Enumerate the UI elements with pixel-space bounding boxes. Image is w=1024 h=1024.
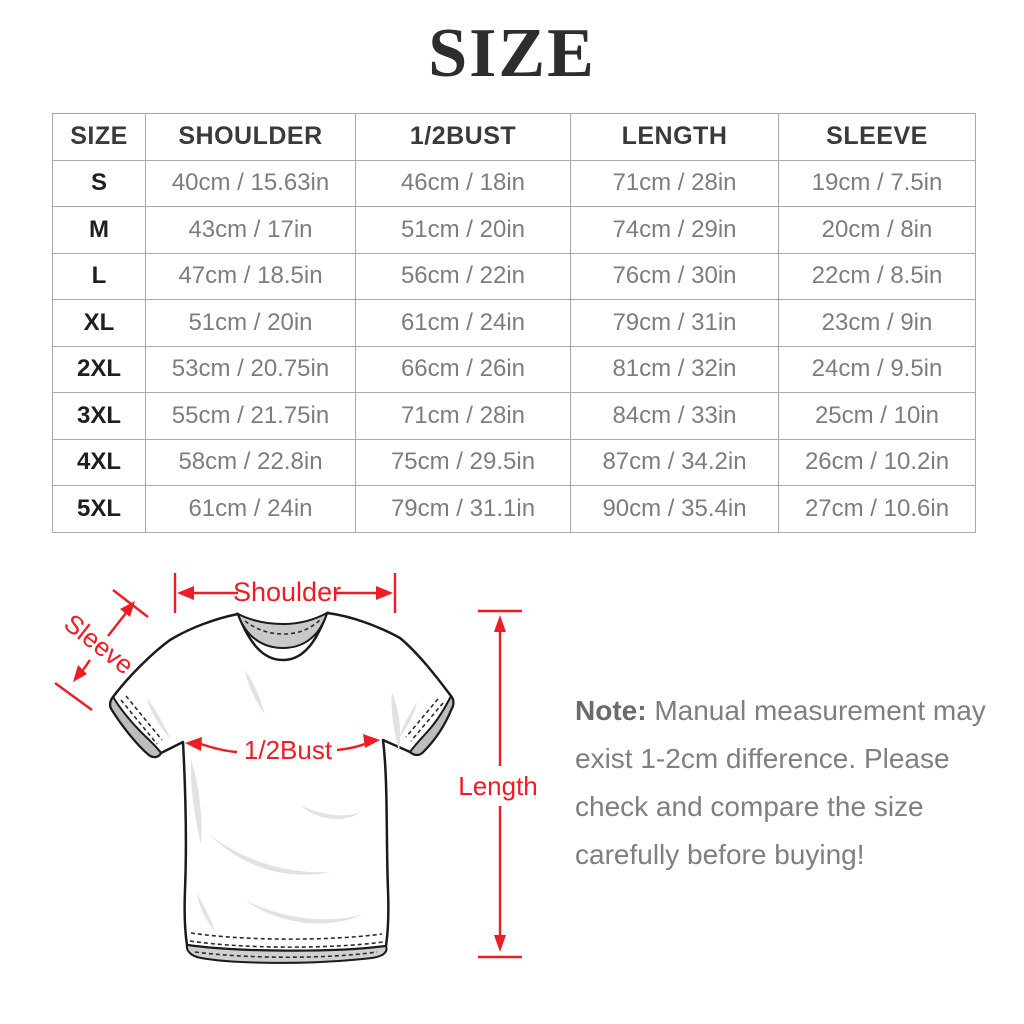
note-prefix: Note:	[575, 695, 647, 726]
note-line-1: Note: Manual measurement may	[575, 687, 995, 735]
size-cell: 5XL	[52, 485, 146, 533]
table-row: M 43cm / 17in 51cm / 20in 74cm / 29in 20…	[52, 206, 976, 254]
stitching	[120, 619, 444, 959]
note-line-1-text: Manual measurement may	[646, 695, 986, 726]
bust-cell: 66cm / 26in	[355, 345, 571, 393]
bust-cell: 61cm / 24in	[355, 299, 571, 347]
size-cell: XL	[52, 299, 146, 347]
note-line-2: exist 1-2cm difference. Please	[575, 743, 950, 774]
size-table: SIZE SHOULDER 1/2BUST LENGTH SLEEVE S 40…	[52, 113, 976, 533]
shoulder-cell: 58cm / 22.8in	[145, 438, 356, 486]
sleeve-cell: 27cm / 10.6in	[778, 485, 976, 533]
shoulder-arrow	[173, 573, 397, 613]
length-cell: 87cm / 34.2in	[570, 438, 779, 486]
table-row: 2XL 53cm / 20.75in 66cm / 26in 81cm / 32…	[52, 345, 976, 393]
sleeve-cell: 25cm / 10in	[778, 392, 976, 440]
length-cell: 76cm / 30in	[570, 252, 779, 300]
table-row: L 47cm / 18.5in 56cm / 22in 76cm / 30in …	[52, 252, 976, 300]
bust-cell: 79cm / 31.1in	[355, 485, 571, 533]
length-cell: 71cm / 28in	[570, 159, 779, 207]
shoulder-cell: 40cm / 15.63in	[145, 159, 356, 207]
header-sleeve: SLEEVE	[778, 113, 976, 161]
header-shoulder: SHOULDER	[145, 113, 356, 161]
page-title: SIZE	[428, 15, 596, 92]
measurement-arrows	[54, 573, 522, 959]
header-length: LENGTH	[570, 113, 779, 161]
shoulder-cell: 61cm / 24in	[145, 485, 356, 533]
bust-cell: 51cm / 20in	[355, 206, 571, 254]
sleeve-cell: 19cm / 7.5in	[778, 159, 976, 207]
shoulder-cell: 55cm / 21.75in	[145, 392, 356, 440]
size-cell: 3XL	[52, 392, 146, 440]
shoulder-label: Shoulder	[233, 577, 342, 607]
size-cell: L	[52, 252, 146, 300]
table-row: S 40cm / 15.63in 46cm / 18in 71cm / 28in…	[52, 159, 976, 207]
bust-cell: 46cm / 18in	[355, 159, 571, 207]
table-row: XL 51cm / 20in 61cm / 24in 79cm / 31in 2…	[52, 299, 976, 347]
size-cell: 2XL	[52, 345, 146, 393]
sleeve-cell: 26cm / 10.2in	[778, 438, 976, 486]
size-cell: M	[52, 206, 146, 254]
right-cuff	[408, 694, 455, 756]
sleeve-cell: 22cm / 8.5in	[778, 252, 976, 300]
shoulder-cell: 43cm / 17in	[145, 206, 356, 254]
length-cell: 84cm / 33in	[570, 392, 779, 440]
length-cell: 79cm / 31in	[570, 299, 779, 347]
tshirt-illustration	[108, 610, 455, 964]
bust-label: 1/2Bust	[243, 735, 333, 765]
note-line-4: carefully before buying!	[575, 839, 865, 870]
table-row: 4XL 58cm / 22.8in 75cm / 29.5in 87cm / 3…	[52, 438, 976, 486]
bust-cell: 75cm / 29.5in	[355, 438, 571, 486]
table-header-row: SIZE SHOULDER 1/2BUST LENGTH SLEEVE	[52, 113, 976, 161]
sleeve-cell: 24cm / 9.5in	[778, 345, 976, 393]
bust-cell: 56cm / 22in	[355, 252, 571, 300]
header-bust: 1/2BUST	[355, 113, 571, 161]
sleeve-arrow	[54, 589, 149, 711]
bust-cell: 71cm / 28in	[355, 392, 571, 440]
collar-inside	[236, 610, 329, 650]
table-row: 5XL 61cm / 24in 79cm / 31.1in 90cm / 35.…	[52, 485, 976, 533]
left-cuff	[109, 695, 163, 759]
bust-arrow	[185, 734, 380, 754]
hem	[185, 943, 388, 964]
sleeve-cell: 20cm / 8in	[778, 206, 976, 254]
size-cell: S	[52, 159, 146, 207]
header-size: SIZE	[52, 113, 146, 161]
shoulder-cell: 47cm / 18.5in	[145, 252, 356, 300]
fabric-wrinkles	[147, 670, 417, 931]
note-text: Note: Manual measurement may exist 1-2cm…	[575, 687, 995, 879]
length-label: Length	[458, 771, 538, 801]
table-row: 3XL 55cm / 21.75in 71cm / 28in 84cm / 33…	[52, 392, 976, 440]
length-cell: 74cm / 29in	[570, 206, 779, 254]
shoulder-cell: 53cm / 20.75in	[145, 345, 356, 393]
length-arrow	[478, 609, 522, 959]
length-cell: 81cm / 32in	[570, 345, 779, 393]
shoulder-cell: 51cm / 20in	[145, 299, 356, 347]
length-cell: 90cm / 35.4in	[570, 485, 779, 533]
size-cell: 4XL	[52, 438, 146, 486]
sleeve-cell: 23cm / 9in	[778, 299, 976, 347]
note-line-3: check and compare the size	[575, 791, 924, 822]
